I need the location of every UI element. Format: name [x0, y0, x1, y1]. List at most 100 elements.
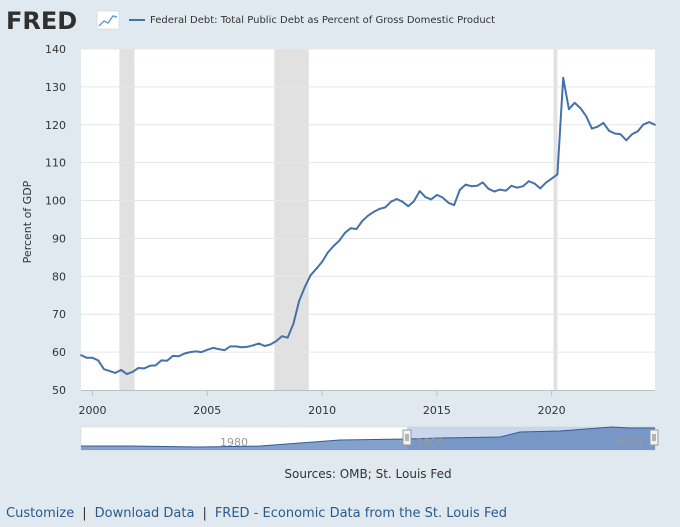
- recession-band: [274, 49, 309, 390]
- data-point: [223, 349, 226, 352]
- x-tick-label: 2010: [308, 404, 336, 417]
- plot-area: [81, 49, 655, 390]
- data-point: [539, 187, 542, 190]
- data-point: [338, 239, 341, 242]
- data-point: [619, 133, 622, 136]
- data-point: [470, 185, 473, 188]
- data-point: [349, 227, 352, 230]
- data-point: [522, 185, 524, 188]
- data-point: [390, 200, 392, 203]
- y-tick-label: 130: [45, 81, 66, 94]
- data-point: [200, 351, 203, 353]
- data-point: [636, 130, 639, 133]
- data-point: [263, 345, 266, 347]
- data-point: [217, 348, 220, 350]
- y-tick-label: 110: [45, 157, 66, 170]
- data-point: [527, 180, 530, 183]
- data-point: [171, 355, 174, 357]
- data-point: [395, 198, 398, 200]
- fred-home-link[interactable]: FRED - Economic Data from the St. Louis …: [214, 506, 507, 521]
- data-point: [344, 231, 346, 234]
- fred-logo-text: FRED: [6, 7, 77, 35]
- range-navigator[interactable]: 1980 2000 2020: [80, 426, 659, 451]
- data-point: [499, 188, 501, 191]
- data-point: [258, 342, 260, 345]
- navigator-handle-right[interactable]: [649, 429, 659, 446]
- data-point: [97, 359, 100, 362]
- data-point: [120, 369, 123, 371]
- customize-link[interactable]: Customize: [6, 506, 75, 521]
- data-point: [585, 115, 587, 117]
- data-point: [80, 354, 82, 356]
- data-point: [252, 344, 255, 347]
- y-tick-label: 70: [52, 308, 66, 321]
- data-point: [154, 364, 157, 367]
- data-point: [430, 198, 432, 201]
- data-point: [516, 186, 519, 189]
- data-point: [275, 340, 278, 342]
- data-point: [642, 123, 645, 126]
- y-tick-label: 120: [45, 119, 66, 132]
- data-point: [166, 359, 169, 362]
- legend-label: Federal Debt: Total Public Debt as Perce…: [150, 15, 495, 26]
- data-point: [504, 189, 507, 192]
- data-point: [315, 267, 318, 270]
- y-tick-label: 50: [52, 384, 66, 397]
- legend[interactable]: Federal Debt: Total Public Debt as Perce…: [129, 15, 495, 26]
- data-point: [281, 335, 283, 338]
- data-point: [149, 364, 151, 367]
- data-point: [183, 352, 186, 355]
- data-point: [85, 356, 88, 359]
- fred-logo-graph-icon: [96, 10, 120, 30]
- gridlines: [81, 48, 655, 353]
- data-point: [476, 184, 478, 187]
- data-point: [407, 205, 410, 208]
- navigator-label-2000: 2000: [416, 436, 444, 449]
- data-point: [510, 184, 513, 187]
- series-layer: [80, 76, 656, 376]
- fred-logo[interactable]: FRED: [6, 7, 120, 35]
- navigator-handle-left[interactable]: [402, 429, 412, 446]
- data-point: [458, 189, 461, 191]
- data-point: [269, 343, 272, 346]
- data-point: [464, 183, 467, 186]
- data-point: [596, 125, 599, 128]
- data-point: [103, 368, 105, 371]
- recession-band: [119, 49, 135, 390]
- data-point: [613, 132, 616, 135]
- download-data-link[interactable]: Download Data: [94, 506, 195, 521]
- data-point: [493, 190, 496, 193]
- data-point: [126, 373, 128, 375]
- data-point: [177, 355, 180, 358]
- data-point: [591, 127, 593, 130]
- y-tick-label: 80: [52, 270, 66, 283]
- y-axis-ticks: 50 60 70 80 90 100 110 120 130 140: [45, 43, 66, 397]
- data-point: [441, 196, 444, 199]
- y-tick-label: 60: [52, 346, 66, 359]
- data-point: [91, 356, 94, 359]
- data-point: [355, 228, 358, 230]
- data-point: [321, 261, 323, 263]
- navigator-label-2020: 2020: [614, 436, 642, 449]
- sources-text: Sources: OMB; St. Louis Fed: [284, 467, 451, 481]
- data-point: [367, 214, 369, 217]
- data-point: [562, 76, 565, 79]
- data-point: [131, 370, 134, 373]
- data-point: [246, 345, 249, 348]
- data-point: [401, 200, 404, 203]
- data-point: [326, 251, 329, 254]
- data-point: [487, 187, 490, 190]
- data-point: [143, 367, 146, 370]
- data-point: [114, 372, 117, 374]
- footer-links: Customize | Download Data | FRED - Economic …: [6, 506, 507, 521]
- recession-band: [553, 49, 558, 390]
- data-point: [648, 121, 651, 123]
- data-point: [453, 204, 455, 207]
- data-point: [573, 101, 576, 104]
- data-point: [160, 359, 163, 362]
- data-point: [292, 322, 295, 325]
- data-point: [533, 182, 536, 185]
- data-point: [654, 123, 656, 126]
- x-axis-ticks: 2000 2005 2010 2015 2020: [78, 390, 655, 417]
- data-point: [447, 201, 450, 204]
